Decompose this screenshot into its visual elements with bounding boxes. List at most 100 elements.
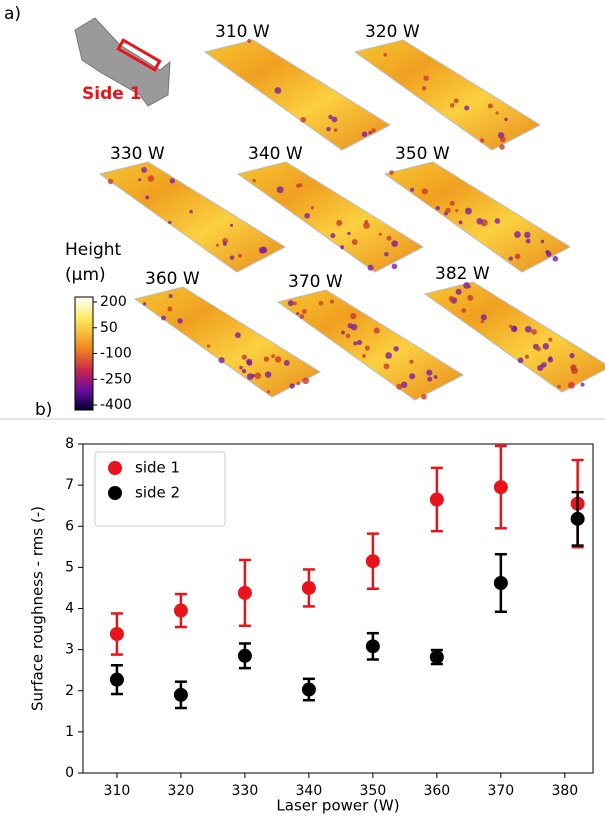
- surface-pit: [548, 337, 553, 342]
- surface-pit: [373, 327, 380, 334]
- surface-pit: [296, 381, 301, 386]
- marker: [237, 585, 252, 600]
- marker: [237, 648, 252, 663]
- surface-pit: [499, 144, 505, 150]
- surface-pit: [448, 295, 455, 302]
- surface-pit: [238, 253, 242, 258]
- marker: [301, 682, 316, 697]
- surface-pit: [362, 354, 366, 358]
- surface-pit: [433, 375, 438, 379]
- surface-pit: [391, 263, 398, 270]
- surface-pit: [569, 353, 575, 359]
- surface-pit: [361, 131, 368, 137]
- surface-pit: [252, 178, 256, 183]
- x-tick-label: 370: [487, 783, 514, 799]
- surface-pit: [367, 264, 374, 271]
- colorbar-tick-label: -400: [100, 397, 132, 413]
- surface-pit: [363, 222, 370, 229]
- colorbar-tick-label: 200: [100, 294, 127, 310]
- surface-pit: [310, 206, 314, 210]
- surface-pit: [107, 178, 114, 185]
- surface-pit: [421, 86, 427, 91]
- sample-label: 350 W: [395, 144, 450, 164]
- surface-pit: [333, 128, 338, 132]
- y-tick-label: 4: [65, 601, 74, 617]
- colorbar-title: (µm): [65, 265, 106, 285]
- surface-pit: [449, 200, 455, 206]
- surface-pit: [409, 359, 414, 364]
- x-tick-label: 320: [168, 783, 195, 799]
- surface-pit: [364, 345, 370, 351]
- surface-pit: [142, 302, 147, 306]
- surface-strip: [353, 39, 542, 151]
- surface-pit: [427, 376, 433, 382]
- surface-pit: [293, 301, 297, 306]
- x-tick-label: 380: [551, 783, 578, 799]
- marker: [365, 554, 380, 569]
- legend-marker: [108, 461, 122, 475]
- colorbar-title: Height: [65, 240, 122, 260]
- y-tick-label: 3: [65, 642, 74, 658]
- surface-pit: [494, 218, 501, 224]
- surface-pit: [340, 245, 345, 250]
- surface-pit: [169, 178, 175, 184]
- colorbar-tick-label: -100: [100, 346, 132, 362]
- surface-pit: [145, 195, 150, 200]
- surface-pit: [246, 360, 253, 366]
- surface-pit: [464, 207, 472, 215]
- surface-pit: [461, 308, 467, 313]
- surface-pit: [570, 364, 577, 371]
- surface-pit: [222, 237, 228, 244]
- surface-pit: [177, 318, 183, 324]
- surface-pit: [189, 209, 193, 214]
- surface-pit: [400, 381, 408, 388]
- surface-pit: [552, 255, 559, 262]
- surface-strip: [203, 39, 392, 151]
- y-tick-label: 6: [65, 518, 74, 534]
- sample-label: 382 W: [435, 264, 490, 284]
- surface-pit: [531, 328, 537, 335]
- colorbar-tick-label: 50: [100, 320, 118, 336]
- surface-pit: [328, 114, 333, 120]
- y-tick-label: 5: [65, 559, 74, 575]
- y-tick-label: 8: [65, 436, 74, 452]
- y-tick-label: 0: [65, 765, 74, 781]
- surface-pit: [138, 178, 142, 182]
- surface-pit: [557, 384, 562, 389]
- surface-pit: [274, 356, 282, 363]
- sample-label: 320 W: [365, 22, 420, 42]
- surface-pit: [287, 300, 294, 307]
- surface-pit: [391, 240, 398, 247]
- surface-pit: [480, 314, 487, 321]
- surface-pit: [206, 344, 211, 348]
- surface-pit: [299, 314, 305, 319]
- surface-pit: [386, 235, 392, 241]
- surface-pit: [289, 383, 295, 389]
- marker: [493, 480, 508, 495]
- surface-pit: [345, 333, 351, 339]
- surface-pit: [296, 183, 301, 188]
- sample-label: 330 W: [110, 144, 165, 164]
- surface-pit: [241, 368, 247, 374]
- surface-pit: [385, 352, 392, 359]
- surface-pit: [514, 253, 521, 260]
- surface-strip: [98, 161, 287, 273]
- y-axis-label: Surface roughness - rms (-): [29, 506, 47, 711]
- surface-pit: [542, 343, 550, 350]
- surface-pit: [350, 323, 358, 331]
- surface-pit: [147, 175, 155, 182]
- panel-label: a): [4, 4, 21, 24]
- y-tick-label: 7: [65, 477, 74, 493]
- surface-pit: [263, 356, 270, 362]
- sample-label: 360 W: [145, 269, 200, 289]
- surface-pit: [510, 325, 518, 333]
- surface-pit: [353, 341, 358, 346]
- x-tick-label: 310: [104, 783, 131, 799]
- y-tick-label: 2: [65, 683, 74, 699]
- surface-pit: [383, 363, 390, 370]
- surface-pit: [536, 346, 541, 352]
- surface-pit: [393, 346, 399, 352]
- surface-pit: [426, 369, 433, 376]
- surface-pit: [547, 357, 554, 363]
- surface-pit: [396, 383, 403, 390]
